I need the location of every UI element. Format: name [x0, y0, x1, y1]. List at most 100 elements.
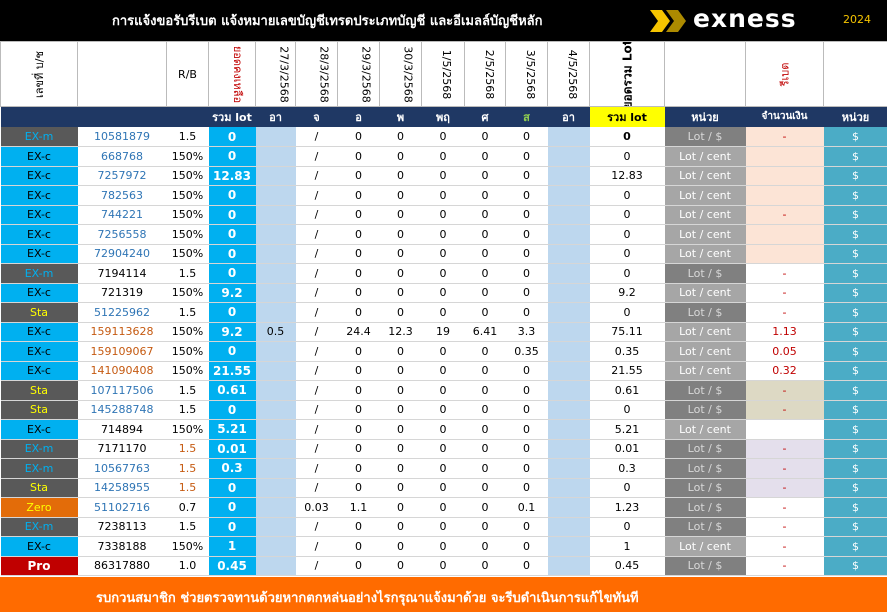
day-7: 0.1 [505, 497, 548, 518]
day-4: 0 [379, 517, 422, 537]
sum-lot: 0 [208, 478, 256, 498]
day-3: 1.1 [337, 497, 380, 518]
total-lot: 9.2 [589, 283, 665, 303]
table-row: EX-c 7338188 150% 1/0 0 0 0 0 1 Lot / cent - $ [0, 536, 887, 557]
day-6: 0 [464, 185, 506, 206]
day-8 [547, 146, 590, 167]
day-6: 0 [464, 458, 506, 479]
day-5: 0 [421, 458, 465, 479]
rebate-rate: 1.5 [166, 263, 209, 284]
table-row: EX-c 159109067 150% 0/0 0 0 0 0.35 0.35 Lot / cen… [0, 341, 887, 362]
sub-day-4: พ [379, 106, 422, 127]
currency: $ [823, 205, 887, 225]
day-8 [547, 322, 590, 342]
rebate-rate: 1.5 [166, 478, 209, 498]
total-lot: 0 [589, 224, 665, 245]
day-1 [255, 224, 296, 245]
day-6: 0 [464, 244, 506, 264]
sum-lot: 0.61 [208, 380, 256, 401]
day-4: 0 [379, 127, 422, 147]
table-row: EX-c 141090408 150% 21.55/0 0 0 0 0 21.55 Lot / c… [0, 361, 887, 381]
day-1 [255, 205, 296, 225]
day-6: 0 [464, 166, 506, 186]
currency: $ [823, 419, 887, 440]
total-lot: 0.35 [589, 341, 665, 362]
rebate-rate: 1.5 [166, 439, 209, 459]
account-number: 714894 [77, 419, 167, 440]
total-lot: 5.21 [589, 419, 665, 440]
day-8 [547, 458, 590, 479]
day-1 [255, 556, 296, 576]
col-account-no: เลขที่ บ/ช [0, 41, 78, 107]
account-type: Pro [0, 556, 78, 576]
day-2: / [295, 166, 338, 186]
day-8 [547, 224, 590, 245]
day-4: 0 [379, 283, 422, 303]
day-8 [547, 478, 590, 498]
currency: $ [823, 458, 887, 479]
day-5: 0 [421, 146, 465, 167]
account-number: 744221 [77, 205, 167, 225]
amount [745, 166, 824, 186]
currency: $ [823, 380, 887, 401]
amount: - [745, 458, 824, 479]
currency: $ [823, 361, 887, 381]
sum-lot: 0 [208, 400, 256, 420]
day-2: / [295, 517, 338, 537]
account-type: EX-c [0, 341, 78, 362]
rebate-rate: 150% [166, 322, 209, 342]
day-2: / [295, 400, 338, 420]
sum-lot: 0 [208, 341, 256, 362]
day-1 [255, 127, 296, 147]
sub-unit-2: หน่วย [823, 106, 887, 127]
amount: - [745, 205, 824, 225]
rebate-rate: 150% [166, 536, 209, 557]
sub-day-3: อ [337, 106, 380, 127]
day-2: / [295, 224, 338, 245]
sub-amount: จำนวนเงิน [745, 106, 824, 127]
account-number: 72904240 [77, 244, 167, 264]
sub-day-8: อา [547, 106, 590, 127]
table-row: Sta 145288748 1.5 0/0 0 0 0 0 0 Lot / $ - $ [0, 400, 887, 420]
day-1 [255, 380, 296, 401]
day-2: / [295, 127, 338, 147]
day-5: 0 [421, 419, 465, 440]
account-number: 721319 [77, 283, 167, 303]
currency: $ [823, 439, 887, 459]
currency: $ [823, 400, 887, 420]
day-6: 0 [464, 341, 506, 362]
sum-lot: 0 [208, 205, 256, 225]
day-8 [547, 263, 590, 284]
currency: $ [823, 517, 887, 537]
sub-sum-lot-2: รวม lot [589, 106, 665, 127]
day-6: 0 [464, 439, 506, 459]
amount: - [745, 380, 824, 401]
account-number: 14258955 [77, 478, 167, 498]
day-3: 0 [337, 146, 380, 167]
day-5: 0 [421, 263, 465, 284]
amount: - [745, 400, 824, 420]
day-7: 0.35 [505, 341, 548, 362]
table-row: Zero 51102716 0.7 0 0.03 1.1 0 0 0 0.1 1.23 Lot / $… [0, 497, 887, 518]
day-6: 0 [464, 497, 506, 518]
amount [745, 224, 824, 245]
day-2: / [295, 556, 338, 576]
day-7: 0 [505, 361, 548, 381]
currency: $ [823, 536, 887, 557]
day-3: 0 [337, 439, 380, 459]
day-5: 0 [421, 205, 465, 225]
day-1 [255, 497, 296, 518]
table-row: EX-c 7256558 150% 0/0 0 0 0 0 0 Lot / cent $ [0, 224, 887, 245]
rebate-rate: 150% [166, 224, 209, 245]
day-2: 0.03 [295, 497, 338, 518]
table-row: Sta 51225962 1.5 0/0 0 0 0 0 0 Lot / $ - $ [0, 302, 887, 323]
total-lot: 0 [589, 185, 665, 206]
unit: Lot / $ [664, 556, 746, 576]
account-number: 51225962 [77, 302, 167, 323]
amount: 0.32 [745, 361, 824, 381]
table-row: EX-m 7194114 1.5 0/0 0 0 0 0 0 Lot / $ - $ [0, 263, 887, 284]
amount [745, 185, 824, 206]
day-3: 0 [337, 380, 380, 401]
day-4: 0 [379, 205, 422, 225]
day-4: 0 [379, 302, 422, 323]
